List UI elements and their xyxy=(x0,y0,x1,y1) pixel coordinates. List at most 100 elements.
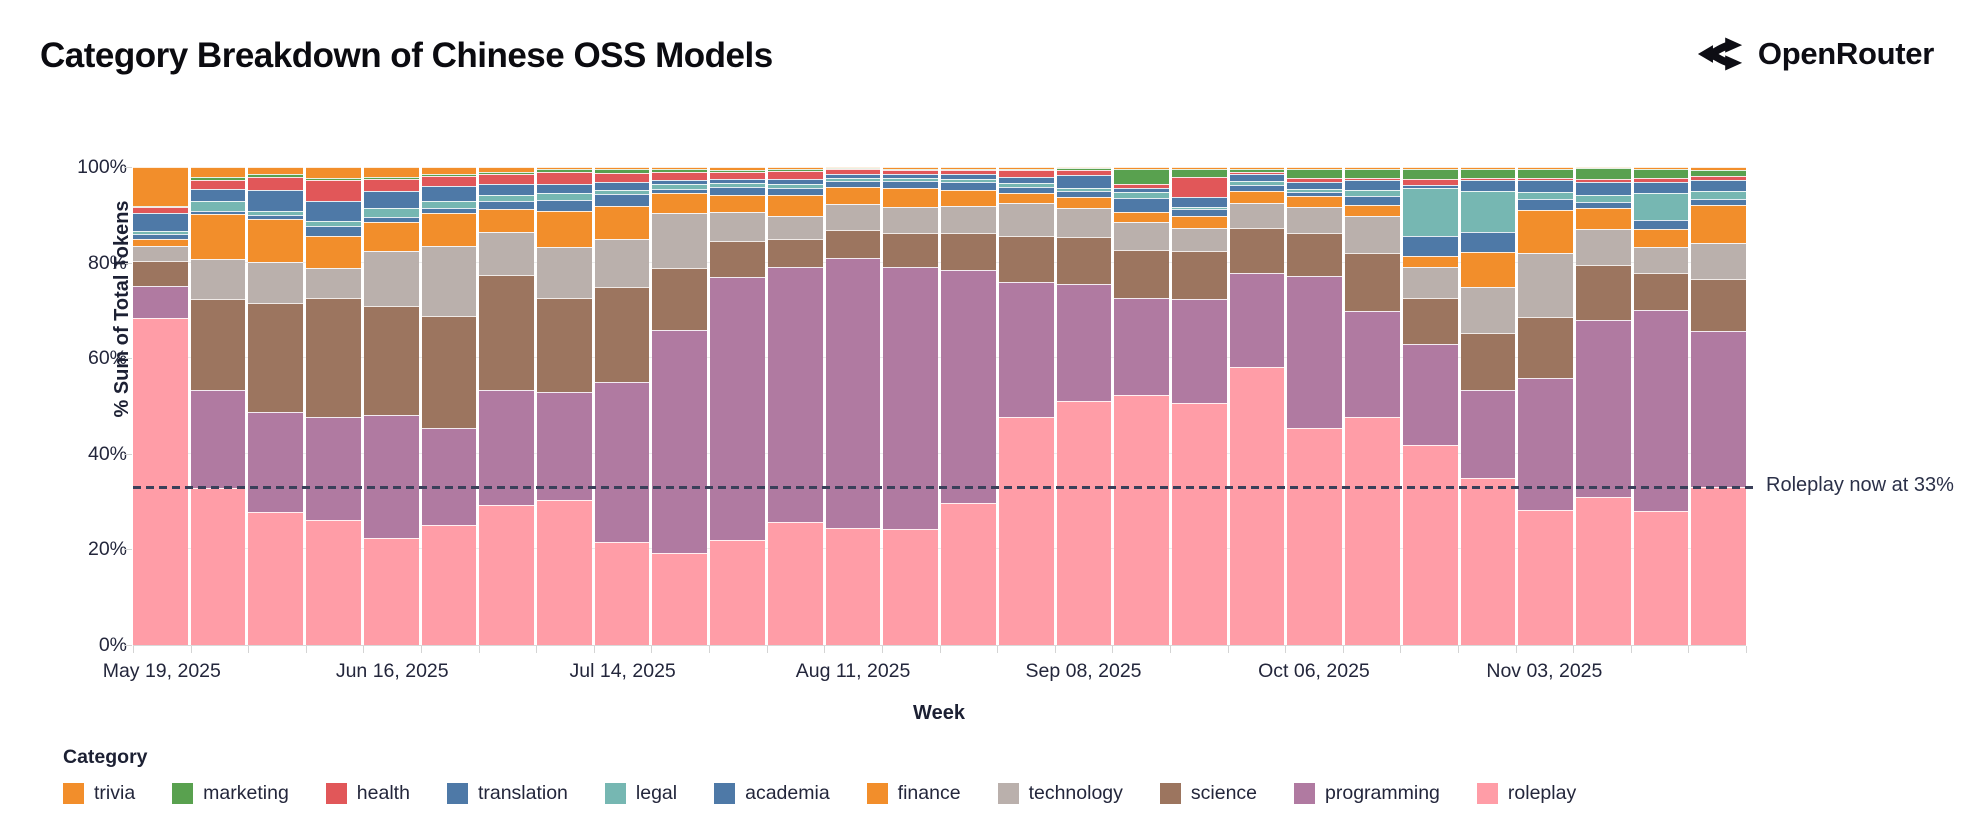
bar-segment-programming[interactable] xyxy=(1114,297,1169,396)
bar-week-oct-27-2025[interactable] xyxy=(1460,167,1516,645)
bar-segment-programming[interactable] xyxy=(1691,330,1747,488)
bar-segment-academia[interactable] xyxy=(1518,199,1573,210)
bar-segment-legal[interactable] xyxy=(1287,189,1343,192)
bar-segment-legal[interactable] xyxy=(1345,189,1400,196)
bar-segment-programming[interactable] xyxy=(883,266,939,529)
bar-segment-roleplay[interactable] xyxy=(825,527,881,645)
bar-segment-finance[interactable] xyxy=(1633,229,1689,248)
bar-segment-academia[interactable] xyxy=(421,207,477,214)
bar-segment-legal[interactable] xyxy=(1633,193,1689,221)
bar-segment-technology[interactable] xyxy=(1345,216,1400,254)
bar-segment-trivia[interactable] xyxy=(883,167,939,169)
bar-segment-legal[interactable] xyxy=(1171,206,1227,210)
bar-segment-health[interactable] xyxy=(1345,177,1400,180)
bar-segment-translation[interactable] xyxy=(537,184,592,193)
legend-item-marketing[interactable]: marketing xyxy=(172,782,289,805)
bar-week-aug-04-2025[interactable] xyxy=(767,167,823,645)
bar-segment-legal[interactable] xyxy=(537,192,592,200)
bar-segment-roleplay[interactable] xyxy=(479,504,535,645)
bar-segment-marketing[interactable] xyxy=(306,178,361,180)
bar-segment-science[interactable] xyxy=(306,297,361,417)
bar-segment-translation[interactable] xyxy=(1575,182,1631,195)
bar-segment-trivia[interactable] xyxy=(767,167,823,169)
bar-segment-academia[interactable] xyxy=(941,182,996,190)
bar-segment-trivia[interactable] xyxy=(941,167,996,169)
bar-segment-translation[interactable] xyxy=(1345,179,1400,190)
bar-segment-academia[interactable] xyxy=(1345,195,1400,205)
bar-segment-programming[interactable] xyxy=(190,390,246,489)
bar-segment-programming[interactable] xyxy=(421,428,477,526)
bar-segment-translation[interactable] xyxy=(479,184,535,195)
bar-segment-health[interactable] xyxy=(941,169,996,174)
bar-segment-academia[interactable] xyxy=(248,214,304,220)
bar-segment-trivia[interactable] xyxy=(1171,167,1227,169)
bar-segment-translation[interactable] xyxy=(190,188,246,201)
bar-segment-technology[interactable] xyxy=(825,203,881,231)
bar-segment-translation[interactable] xyxy=(1691,179,1747,192)
bar-segment-legal[interactable] xyxy=(1402,188,1458,236)
bar-segment-legal[interactable] xyxy=(1518,191,1573,200)
bar-segment-trivia[interactable] xyxy=(363,167,419,177)
bar-segment-trivia[interactable] xyxy=(1056,167,1112,169)
bar-segment-finance[interactable] xyxy=(133,239,188,246)
bar-segment-trivia[interactable] xyxy=(1518,167,1573,169)
legend-item-legal[interactable]: legal xyxy=(604,782,677,805)
bar-segment-academia[interactable] xyxy=(652,188,708,194)
bar-segment-legal[interactable] xyxy=(1056,188,1112,192)
bar-segment-marketing[interactable] xyxy=(825,168,881,170)
legend-item-health[interactable]: health xyxy=(325,782,410,805)
bar-segment-health[interactable] xyxy=(248,176,304,190)
bar-segment-health[interactable] xyxy=(767,171,823,179)
bar-segment-roleplay[interactable] xyxy=(1056,400,1112,645)
bar-week-nov-24-2025[interactable] xyxy=(1691,167,1747,645)
bar-segment-roleplay[interactable] xyxy=(1171,403,1227,645)
bar-week-jul-14-2025[interactable] xyxy=(594,167,650,645)
bar-segment-roleplay[interactable] xyxy=(1114,395,1169,645)
bar-segment-health[interactable] xyxy=(710,171,765,179)
bar-week-may-19-2025[interactable] xyxy=(133,167,188,645)
bar-segment-technology[interactable] xyxy=(1633,247,1689,274)
bar-segment-marketing[interactable] xyxy=(537,169,592,173)
bar-segment-roleplay[interactable] xyxy=(248,512,304,645)
bar-week-jul-21-2025[interactable] xyxy=(652,167,708,645)
bar-segment-marketing[interactable] xyxy=(1287,168,1343,179)
bar-segment-marketing[interactable] xyxy=(479,171,535,174)
bar-segment-roleplay[interactable] xyxy=(537,500,592,645)
bar-segment-finance[interactable] xyxy=(1345,204,1400,217)
bar-segment-programming[interactable] xyxy=(1287,276,1343,429)
bar-segment-health[interactable] xyxy=(1287,178,1343,183)
bar-segment-marketing[interactable] xyxy=(1518,168,1573,179)
bar-segment-health[interactable] xyxy=(1518,178,1573,181)
bar-week-nov-10-2025[interactable] xyxy=(1575,167,1631,645)
bar-segment-programming[interactable] xyxy=(594,381,650,542)
bar-segment-programming[interactable] xyxy=(479,389,535,505)
bar-week-sep-01-2025[interactable] xyxy=(998,167,1054,645)
bar-segment-academia[interactable] xyxy=(133,233,188,240)
bar-segment-legal[interactable] xyxy=(1229,181,1285,186)
bar-segment-health[interactable] xyxy=(1229,171,1285,175)
bar-segment-academia[interactable] xyxy=(1402,235,1458,256)
bar-segment-finance[interactable] xyxy=(998,192,1054,203)
bar-segment-marketing[interactable] xyxy=(421,173,477,177)
bar-segment-science[interactable] xyxy=(1691,278,1747,331)
bar-segment-trivia[interactable] xyxy=(652,167,708,169)
bar-segment-finance[interactable] xyxy=(1402,255,1458,267)
bar-segment-science[interactable] xyxy=(1114,250,1169,298)
bar-segment-technology[interactable] xyxy=(594,238,650,287)
bar-segment-trivia[interactable] xyxy=(1402,167,1458,169)
bar-segment-programming[interactable] xyxy=(767,267,823,523)
bar-segment-roleplay[interactable] xyxy=(190,488,246,645)
bar-segment-technology[interactable] xyxy=(421,245,477,317)
bar-segment-technology[interactable] xyxy=(537,247,592,298)
bar-segment-marketing[interactable] xyxy=(998,168,1054,171)
bar-segment-programming[interactable] xyxy=(998,281,1054,417)
bar-segment-programming[interactable] xyxy=(363,415,419,538)
bar-segment-academia[interactable] xyxy=(306,225,361,236)
bar-segment-academia[interactable] xyxy=(1114,198,1169,212)
bar-segment-science[interactable] xyxy=(941,232,996,270)
bar-segment-legal[interactable] xyxy=(479,194,535,201)
bar-segment-marketing[interactable] xyxy=(248,174,304,177)
bar-segment-legal[interactable] xyxy=(306,221,361,226)
bar-segment-health[interactable] xyxy=(1171,177,1227,198)
bar-segment-marketing[interactable] xyxy=(1460,168,1516,179)
